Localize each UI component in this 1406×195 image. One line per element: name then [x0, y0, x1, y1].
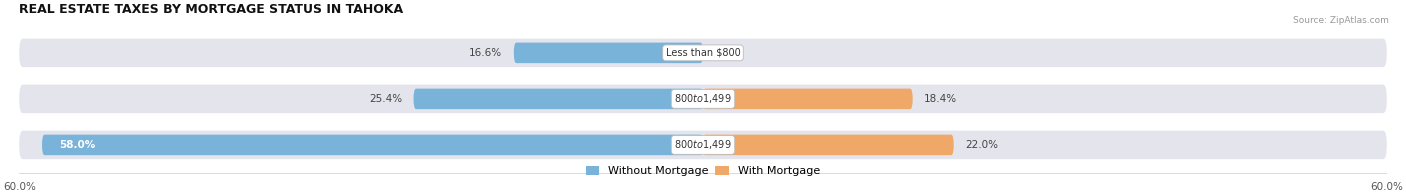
FancyBboxPatch shape	[20, 85, 1386, 113]
Text: 18.4%: 18.4%	[924, 94, 957, 104]
Text: REAL ESTATE TAXES BY MORTGAGE STATUS IN TAHOKA: REAL ESTATE TAXES BY MORTGAGE STATUS IN …	[20, 3, 404, 16]
Text: Less than $800: Less than $800	[665, 48, 741, 58]
FancyBboxPatch shape	[413, 89, 703, 109]
Text: 0.0%: 0.0%	[714, 48, 741, 58]
Text: 22.0%: 22.0%	[965, 140, 998, 150]
Text: Source: ZipAtlas.com: Source: ZipAtlas.com	[1294, 16, 1389, 25]
FancyBboxPatch shape	[20, 131, 1386, 159]
Legend: Without Mortgage, With Mortgage: Without Mortgage, With Mortgage	[582, 161, 824, 180]
FancyBboxPatch shape	[513, 43, 703, 63]
Text: 58.0%: 58.0%	[59, 140, 96, 150]
Text: $800 to $1,499: $800 to $1,499	[675, 92, 731, 105]
Text: 25.4%: 25.4%	[368, 94, 402, 104]
FancyBboxPatch shape	[703, 89, 912, 109]
Text: 16.6%: 16.6%	[470, 48, 502, 58]
FancyBboxPatch shape	[42, 135, 703, 155]
FancyBboxPatch shape	[703, 135, 953, 155]
FancyBboxPatch shape	[20, 39, 1386, 67]
Text: $800 to $1,499: $800 to $1,499	[675, 138, 731, 151]
